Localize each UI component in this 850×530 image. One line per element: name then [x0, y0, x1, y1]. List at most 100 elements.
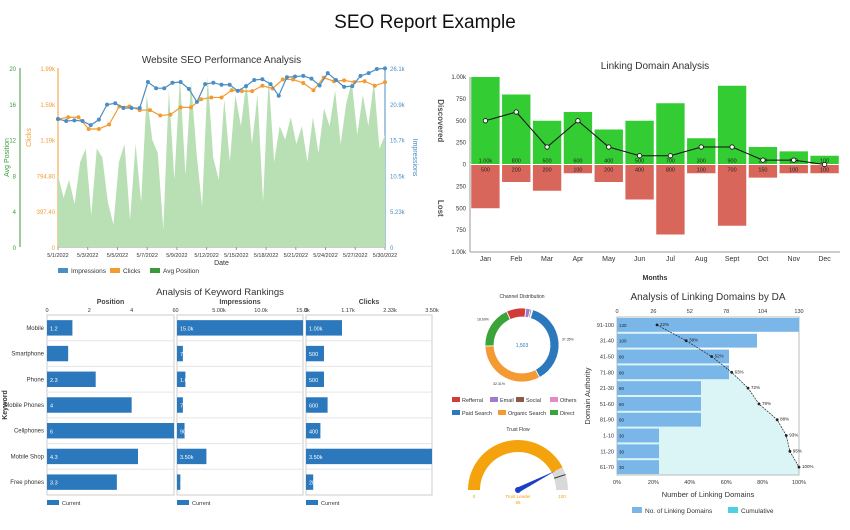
keyword-bar: [47, 423, 174, 439]
keyword-label: Cellphones: [14, 429, 44, 435]
cumulative-label: 100%: [802, 464, 814, 469]
x-tick-label: 5/15/2022: [224, 253, 248, 259]
impressions-point: [88, 123, 93, 128]
discovered-axis-title: Discovered: [436, 99, 445, 142]
cumulative-label: 88%: [780, 417, 789, 422]
plot-frame: [616, 316, 800, 476]
legend-label: Cumulative: [741, 508, 774, 515]
clicks-point: [250, 89, 255, 94]
clicks-point: [147, 108, 152, 113]
impressions-point: [194, 99, 199, 104]
y-tick-label: 500: [456, 206, 467, 212]
legend-swatch: [516, 397, 524, 402]
impressions-point: [162, 86, 167, 91]
net-line: [485, 111, 825, 165]
cumulative-point: [746, 386, 750, 390]
bar-data-label: 1.00k: [180, 378, 194, 384]
impressions-point: [342, 84, 347, 89]
legend-swatch: [550, 397, 558, 402]
legend-swatch: [150, 268, 160, 273]
bottom-tick-label: 100%: [792, 480, 806, 486]
keyword-rankings-chart: Analysis of Keyword RankingsKeywordMobil…: [2, 287, 439, 507]
donut-slice: [506, 307, 527, 321]
impressions-point: [276, 93, 281, 98]
bar-data-label: 1.2: [50, 326, 58, 332]
legend-label: Current: [321, 501, 340, 507]
y-axis-title: Keyword: [2, 390, 9, 420]
clicks-point: [372, 83, 377, 88]
gauge-needle: [516, 470, 556, 493]
impressions-point: [113, 101, 118, 106]
bar-data-label: 1.00k: [309, 326, 323, 332]
bar-data-label: 80: [619, 355, 625, 360]
chart-title: Trust Flow: [506, 427, 530, 433]
keyword-bar: [306, 474, 314, 490]
category-label: 1-10: [603, 434, 614, 440]
legend-label: Clicks: [123, 268, 141, 275]
x-tick-label: Feb: [510, 256, 522, 263]
impressions-point: [358, 73, 363, 78]
legend-label: Direct: [560, 411, 575, 417]
x-tick-label: Aug: [695, 256, 708, 263]
x-tick-label: 5/24/2022: [313, 253, 337, 259]
x-axis-title: Number of Linking Domains: [662, 490, 755, 499]
impressions-point: [293, 74, 298, 79]
discovered-data-label: 500: [635, 159, 644, 165]
impressions-point: [333, 77, 338, 82]
category-label: 71-80: [600, 370, 614, 376]
clicks-point: [342, 78, 347, 83]
impressions-point: [129, 106, 134, 111]
x-tick-label: 5/27/2022: [343, 253, 367, 259]
top-tick-label: 26: [650, 309, 656, 315]
x-tick-label: 5/12/2022: [194, 253, 218, 259]
bar-data-label: 3.50k: [180, 455, 194, 461]
impressions-point: [366, 71, 371, 76]
keyword-bar: [306, 397, 328, 413]
discovered-data-label: 900: [727, 159, 736, 165]
x-tick-label: 5/9/2022: [166, 253, 187, 259]
lost-data-label: 100: [820, 168, 829, 174]
cumulative-point: [655, 323, 659, 327]
net-point: [698, 144, 704, 150]
discovered-bar: [502, 94, 531, 165]
y-tick-label: 500: [456, 119, 467, 125]
lost-data-label: 100: [697, 168, 706, 174]
cumulative-point: [784, 434, 788, 437]
lost-data-label: 400: [635, 168, 644, 174]
slice-label: 32.31%: [493, 382, 505, 386]
impressions-point: [317, 83, 322, 88]
lost-data-label: 700: [727, 168, 736, 174]
domain-bar: [617, 460, 659, 474]
legend-label: Current: [192, 501, 211, 507]
impressions-tick-label: 20.9k: [390, 103, 406, 109]
keyword-bar: [177, 371, 186, 387]
keyword-bar: [177, 474, 181, 490]
lost-data-label: 100: [573, 168, 582, 174]
clicks-point: [219, 95, 224, 100]
domain-bar: [617, 381, 701, 395]
top-tick-label: 52: [687, 309, 693, 315]
impressions-point: [80, 119, 85, 124]
discovered-bar: [532, 120, 562, 165]
discovered-bar: [810, 155, 839, 165]
bar-data-label: 30: [619, 465, 625, 470]
y-tick-label: 750: [456, 97, 467, 103]
category-label: 51-60: [600, 402, 614, 408]
impressions-point: [178, 80, 183, 85]
impressions-axis-title: Impressions: [411, 139, 418, 177]
domain-bar: [617, 365, 729, 380]
x-tick-label: Sept: [725, 256, 739, 263]
slice-label: 37.35%: [562, 337, 574, 341]
domain-bar: [617, 412, 701, 427]
impressions-point: [252, 77, 257, 82]
impressions-tick-label: 0: [390, 246, 394, 252]
impressions-point: [350, 84, 355, 89]
keyword-bar: [306, 320, 342, 336]
discovered-bar: [687, 138, 716, 165]
net-point: [636, 153, 643, 159]
x-tick-label: Apr: [572, 256, 584, 263]
legend-label: No. of Linking Domains: [645, 508, 713, 515]
panel-frame: [176, 314, 304, 496]
impressions-point: [186, 86, 191, 91]
bar-data-label: 100: [619, 339, 627, 344]
